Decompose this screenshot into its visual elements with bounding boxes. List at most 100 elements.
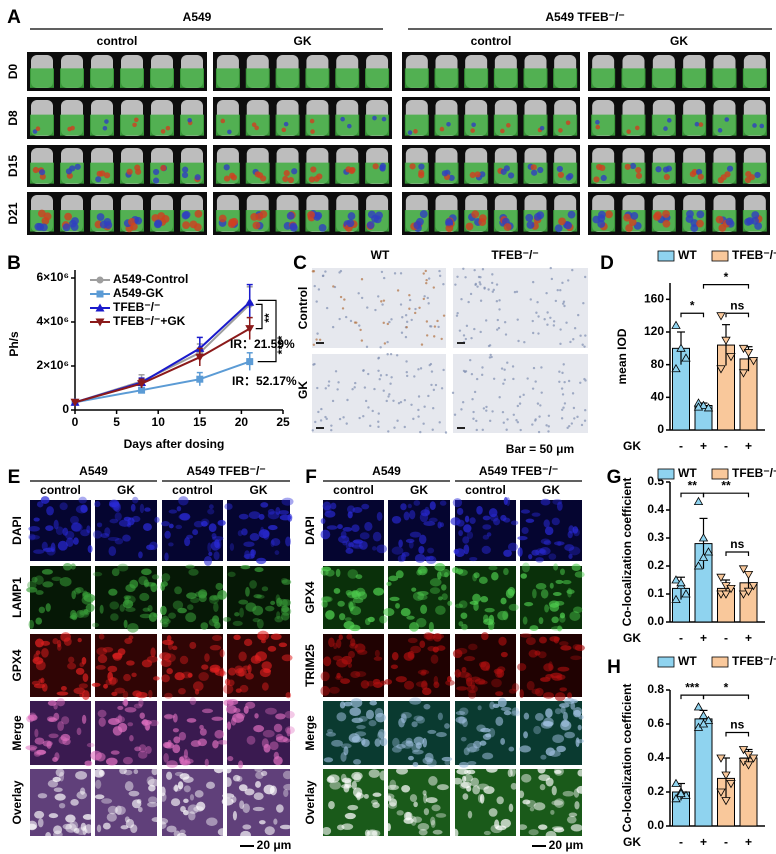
signal-spot xyxy=(381,116,387,122)
cell xyxy=(386,581,392,587)
cell xyxy=(391,515,402,524)
signal-spot xyxy=(666,118,672,123)
signal-spot xyxy=(507,172,515,179)
cell xyxy=(98,633,105,640)
signal-spot xyxy=(65,168,73,175)
cell xyxy=(354,643,366,653)
cell xyxy=(224,678,231,686)
cell xyxy=(522,616,528,625)
cell xyxy=(245,586,250,597)
cell xyxy=(168,612,176,619)
data-point xyxy=(748,357,759,366)
signal-spot xyxy=(160,164,167,172)
cell xyxy=(238,784,248,792)
nucleus xyxy=(479,299,483,302)
signal-spot xyxy=(754,171,761,179)
cell xyxy=(479,793,485,804)
cell xyxy=(349,707,361,717)
nucleus xyxy=(531,387,535,390)
signal-spot xyxy=(62,223,71,232)
signal-spot xyxy=(281,127,287,133)
x-tick-label: 5 xyxy=(113,415,120,429)
signal-spot xyxy=(600,174,607,182)
cell xyxy=(197,738,208,747)
data-point xyxy=(671,363,681,373)
nucleus xyxy=(462,369,466,373)
cell xyxy=(550,809,555,815)
cell xyxy=(505,588,515,599)
signal xyxy=(404,68,429,88)
cell xyxy=(164,742,175,749)
nucleus xyxy=(505,428,508,431)
imaging-panel xyxy=(588,97,770,139)
cell xyxy=(166,771,173,780)
cell xyxy=(560,706,566,714)
cell xyxy=(256,618,264,629)
cell xyxy=(100,533,110,538)
cell xyxy=(553,563,559,571)
signal-spot xyxy=(413,221,422,230)
nucleus xyxy=(412,417,415,421)
cell xyxy=(240,830,252,840)
signal-spot xyxy=(526,221,535,229)
cell xyxy=(403,817,414,824)
nucleus xyxy=(315,338,318,341)
nucleus xyxy=(403,399,407,402)
cell xyxy=(510,710,521,717)
cell xyxy=(75,771,88,780)
cell xyxy=(84,760,93,767)
cell xyxy=(483,786,495,794)
cell xyxy=(198,672,209,682)
cell xyxy=(26,587,38,593)
y-tick-label: 0.1 xyxy=(647,586,664,600)
signal-spot xyxy=(160,129,166,134)
nucleus xyxy=(383,342,387,345)
cell xyxy=(174,784,179,792)
nucleus xyxy=(312,270,316,273)
nucleus xyxy=(469,292,473,296)
signal-spot xyxy=(697,173,704,180)
cell xyxy=(78,496,87,504)
cell xyxy=(138,551,143,559)
cell xyxy=(477,794,483,803)
cell xyxy=(107,671,114,682)
cell xyxy=(342,527,353,532)
cell xyxy=(411,587,417,592)
cell xyxy=(227,571,236,578)
x-tick-label: 25 xyxy=(276,415,290,429)
cell xyxy=(481,752,494,760)
nucleus xyxy=(377,369,380,372)
cell xyxy=(423,632,433,640)
cell xyxy=(276,597,283,608)
cell xyxy=(544,604,550,613)
cell xyxy=(374,649,380,658)
nucleus xyxy=(518,395,522,399)
nucleus xyxy=(479,330,482,334)
signal-spot xyxy=(718,224,727,232)
cell xyxy=(188,568,199,576)
nucleus xyxy=(377,295,380,298)
signal xyxy=(493,68,518,88)
cell xyxy=(403,511,410,521)
cell xyxy=(387,784,400,791)
label: F xyxy=(305,467,317,488)
nucleus xyxy=(475,377,479,381)
x-tick-label: - xyxy=(679,835,683,849)
cell xyxy=(139,712,145,720)
imaging-panel xyxy=(402,97,580,139)
nucleus xyxy=(360,339,364,342)
nucleus xyxy=(405,360,408,363)
legend-marker xyxy=(95,303,105,312)
signal-spot xyxy=(446,121,451,127)
cell xyxy=(528,554,533,560)
nucleus xyxy=(423,295,426,298)
cell xyxy=(476,724,486,733)
cell xyxy=(441,584,447,591)
legend-swatch xyxy=(657,250,675,262)
cell xyxy=(570,655,582,661)
cell xyxy=(180,806,186,813)
cell xyxy=(574,571,585,578)
legend-marker xyxy=(96,276,104,284)
signal xyxy=(60,114,84,136)
cell xyxy=(379,770,388,781)
